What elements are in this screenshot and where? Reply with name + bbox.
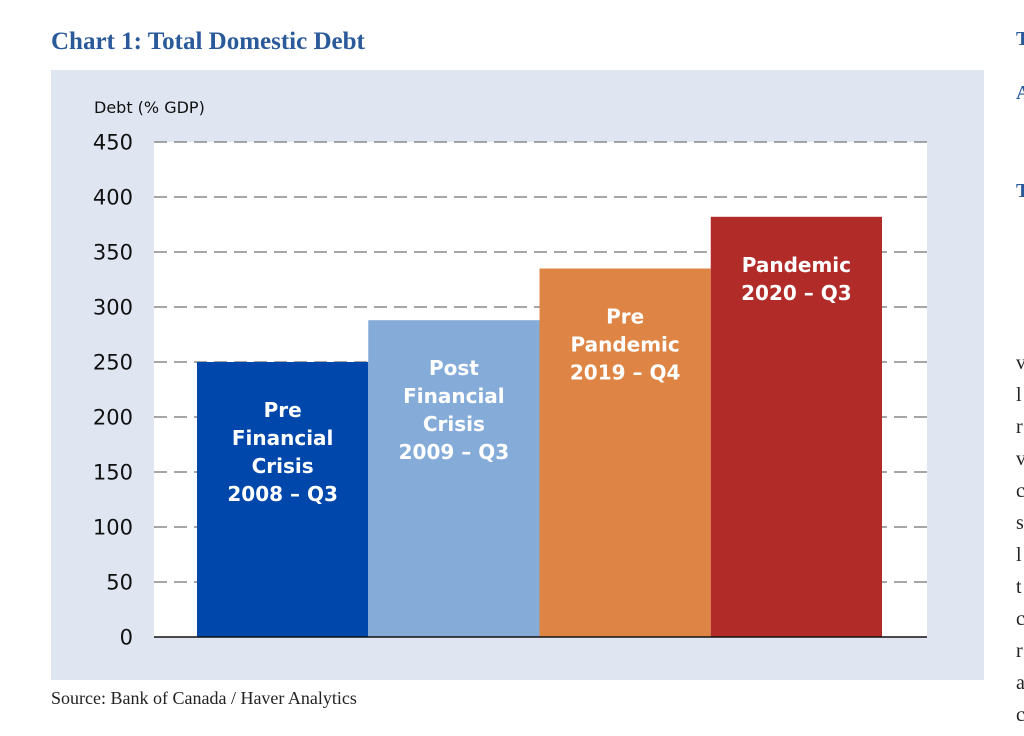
- bar-label-line: 2008 – Q3: [227, 482, 338, 506]
- bar-4: [710, 216, 882, 638]
- bar-label-line: Pandemic: [742, 253, 851, 277]
- bar-label-line: Financial: [232, 426, 334, 450]
- bar-label-line: Crisis: [423, 412, 485, 436]
- y-tick-label-200: 200: [93, 406, 133, 430]
- chart-frame: 0 50 100 150 200 250 300 350 400 450 Debt (% GDP) P…: [51, 70, 984, 680]
- bar-label-line: Post: [429, 356, 479, 380]
- bar-3: [539, 268, 711, 637]
- bar-label-2: Post Financial Crisis 2009 – Q3: [399, 356, 510, 464]
- y-tick-label-450: 450: [93, 131, 133, 155]
- y-tick-label-400: 400: [93, 186, 133, 210]
- bar-label-line: 2009 – Q3: [399, 440, 510, 464]
- source-note: Source: Bank of Canada / Haver Analytics: [51, 688, 357, 708]
- adjacent-column-clipped: T A T v l r v c s l t c r a c: [1016, 28, 1024, 726]
- y-tick-label-150: 150: [93, 461, 133, 485]
- y-tick-label-100: 100: [93, 516, 133, 540]
- bar-label-line: Pre: [606, 305, 644, 329]
- bar-2: [368, 320, 540, 637]
- bar-label-line: 2019 – Q4: [570, 361, 681, 385]
- y-tick-label-250: 250: [93, 351, 133, 375]
- bar-label-line: 2020 – Q3: [741, 281, 852, 305]
- bar-label-line: Crisis: [252, 454, 314, 478]
- chart-title: Chart 1: Total Domestic Debt: [51, 28, 365, 55]
- y-axis-label: Debt (% GDP): [94, 98, 205, 117]
- bar-label-line: Pre: [264, 398, 302, 422]
- bar-1: [197, 362, 369, 637]
- bar-label-line: Financial: [403, 384, 505, 408]
- y-tick-label-350: 350: [93, 241, 133, 265]
- y-tick-label-300: 300: [93, 296, 133, 320]
- y-tick-label-50: 50: [106, 571, 133, 595]
- bar-label-1: Pre Financial Crisis 2008 – Q3: [227, 398, 338, 506]
- bar-label-3: Pre Pandemic 2019 – Q4: [570, 305, 681, 385]
- y-tick-label-0: 0: [120, 626, 133, 650]
- bar-chart: 0 50 100 150 200 250 300 350 400 450 Debt (% GDP) P…: [93, 98, 927, 650]
- bar-label-4: Pandemic 2020 – Q3: [741, 253, 852, 305]
- bar-label-line: Pandemic: [570, 333, 679, 357]
